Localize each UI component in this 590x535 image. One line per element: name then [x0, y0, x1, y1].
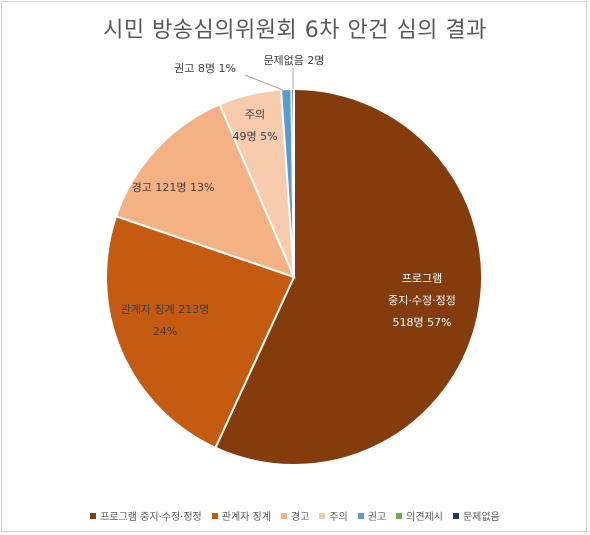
- legend-item: 의견제시: [396, 508, 443, 523]
- legend-label: 의견제시: [406, 512, 443, 523]
- legend-swatch: [396, 512, 403, 519]
- legend-label: 경고: [290, 512, 310, 523]
- legend-label: 문제없음: [462, 512, 500, 523]
- legend-item: 문제없음: [452, 508, 500, 523]
- legend-swatch: [319, 512, 326, 519]
- legend-label: 주의: [329, 512, 348, 523]
- data-label: 프로그램 중지·수정·정정 518명 57%: [388, 272, 456, 329]
- pie-slice: [105, 214, 296, 450]
- legend-swatch: [90, 512, 97, 519]
- legend-item: 관계자 징계: [211, 508, 271, 523]
- legend-item: 권고: [357, 508, 387, 523]
- pie-slice: [214, 87, 483, 466]
- pie-slices: [105, 87, 483, 466]
- legend-swatch: [452, 512, 459, 519]
- legend-swatch: [357, 512, 364, 519]
- data-label: 관계자 징계 213명 24%: [121, 303, 210, 338]
- leader-line: [244, 74, 284, 91]
- data-label: 권고 8명 1%: [174, 62, 236, 75]
- data-label: 주의 49명 5%: [232, 108, 277, 143]
- legend-item: 경고: [280, 508, 310, 523]
- pie-labels: 프로그램 중지·수정·정정 518명 57% 관계자 징계 213명 24% 경고 121…: [121, 54, 456, 338]
- data-label: 경고 121명 13%: [132, 181, 215, 194]
- legend-label: 관계자 징계: [221, 512, 271, 523]
- legend-swatch: [211, 512, 218, 519]
- chart-title: 시민 방송심의위원회 6차 안건 심의 결과: [103, 18, 487, 43]
- legend-item: 주의: [319, 508, 348, 523]
- pie-slice: [290, 87, 295, 278]
- legend-label: 권고: [367, 512, 387, 523]
- legend-item: 프로그램 중지·수정·정정: [90, 508, 202, 523]
- legend-swatch: [280, 512, 287, 519]
- data-label: 문제없음 2명: [263, 54, 324, 67]
- chart-legend: 프로그램 중지·수정·정정 관계자 징계 경고 주의 권고 의견제시 문제없음: [0, 508, 590, 523]
- pie-slice: [114, 103, 296, 279]
- legend-label: 프로그램 중지·수정·정정: [100, 512, 202, 523]
